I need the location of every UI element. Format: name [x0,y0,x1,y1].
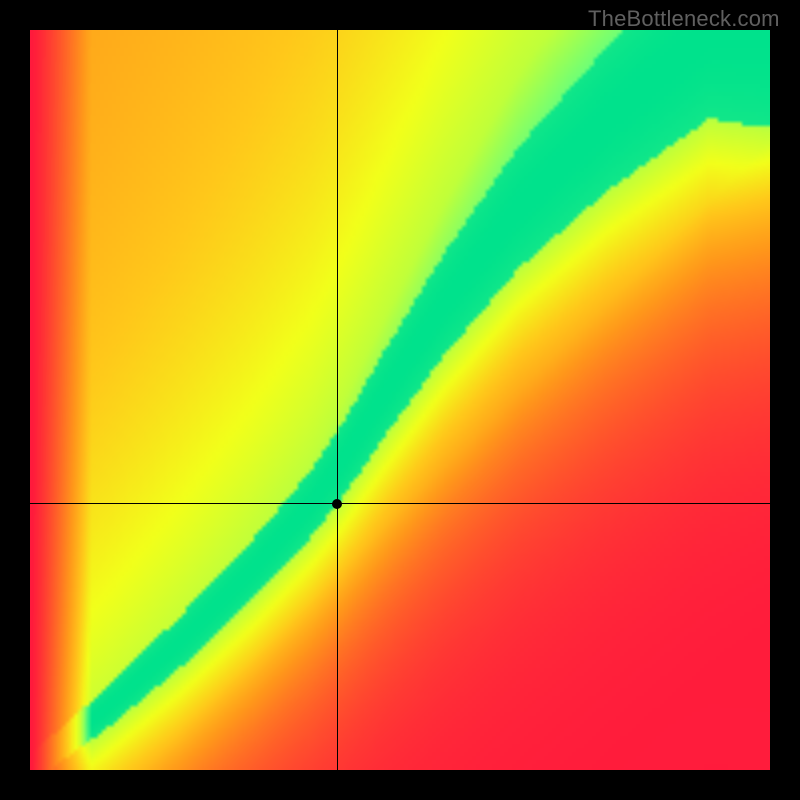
crosshair-vertical [337,30,338,770]
plot-area [30,30,770,770]
heatmap-canvas [30,30,770,770]
watermark-text: TheBottleneck.com [588,6,780,32]
crosshair-horizontal [30,503,770,504]
crosshair-dot [332,499,342,509]
